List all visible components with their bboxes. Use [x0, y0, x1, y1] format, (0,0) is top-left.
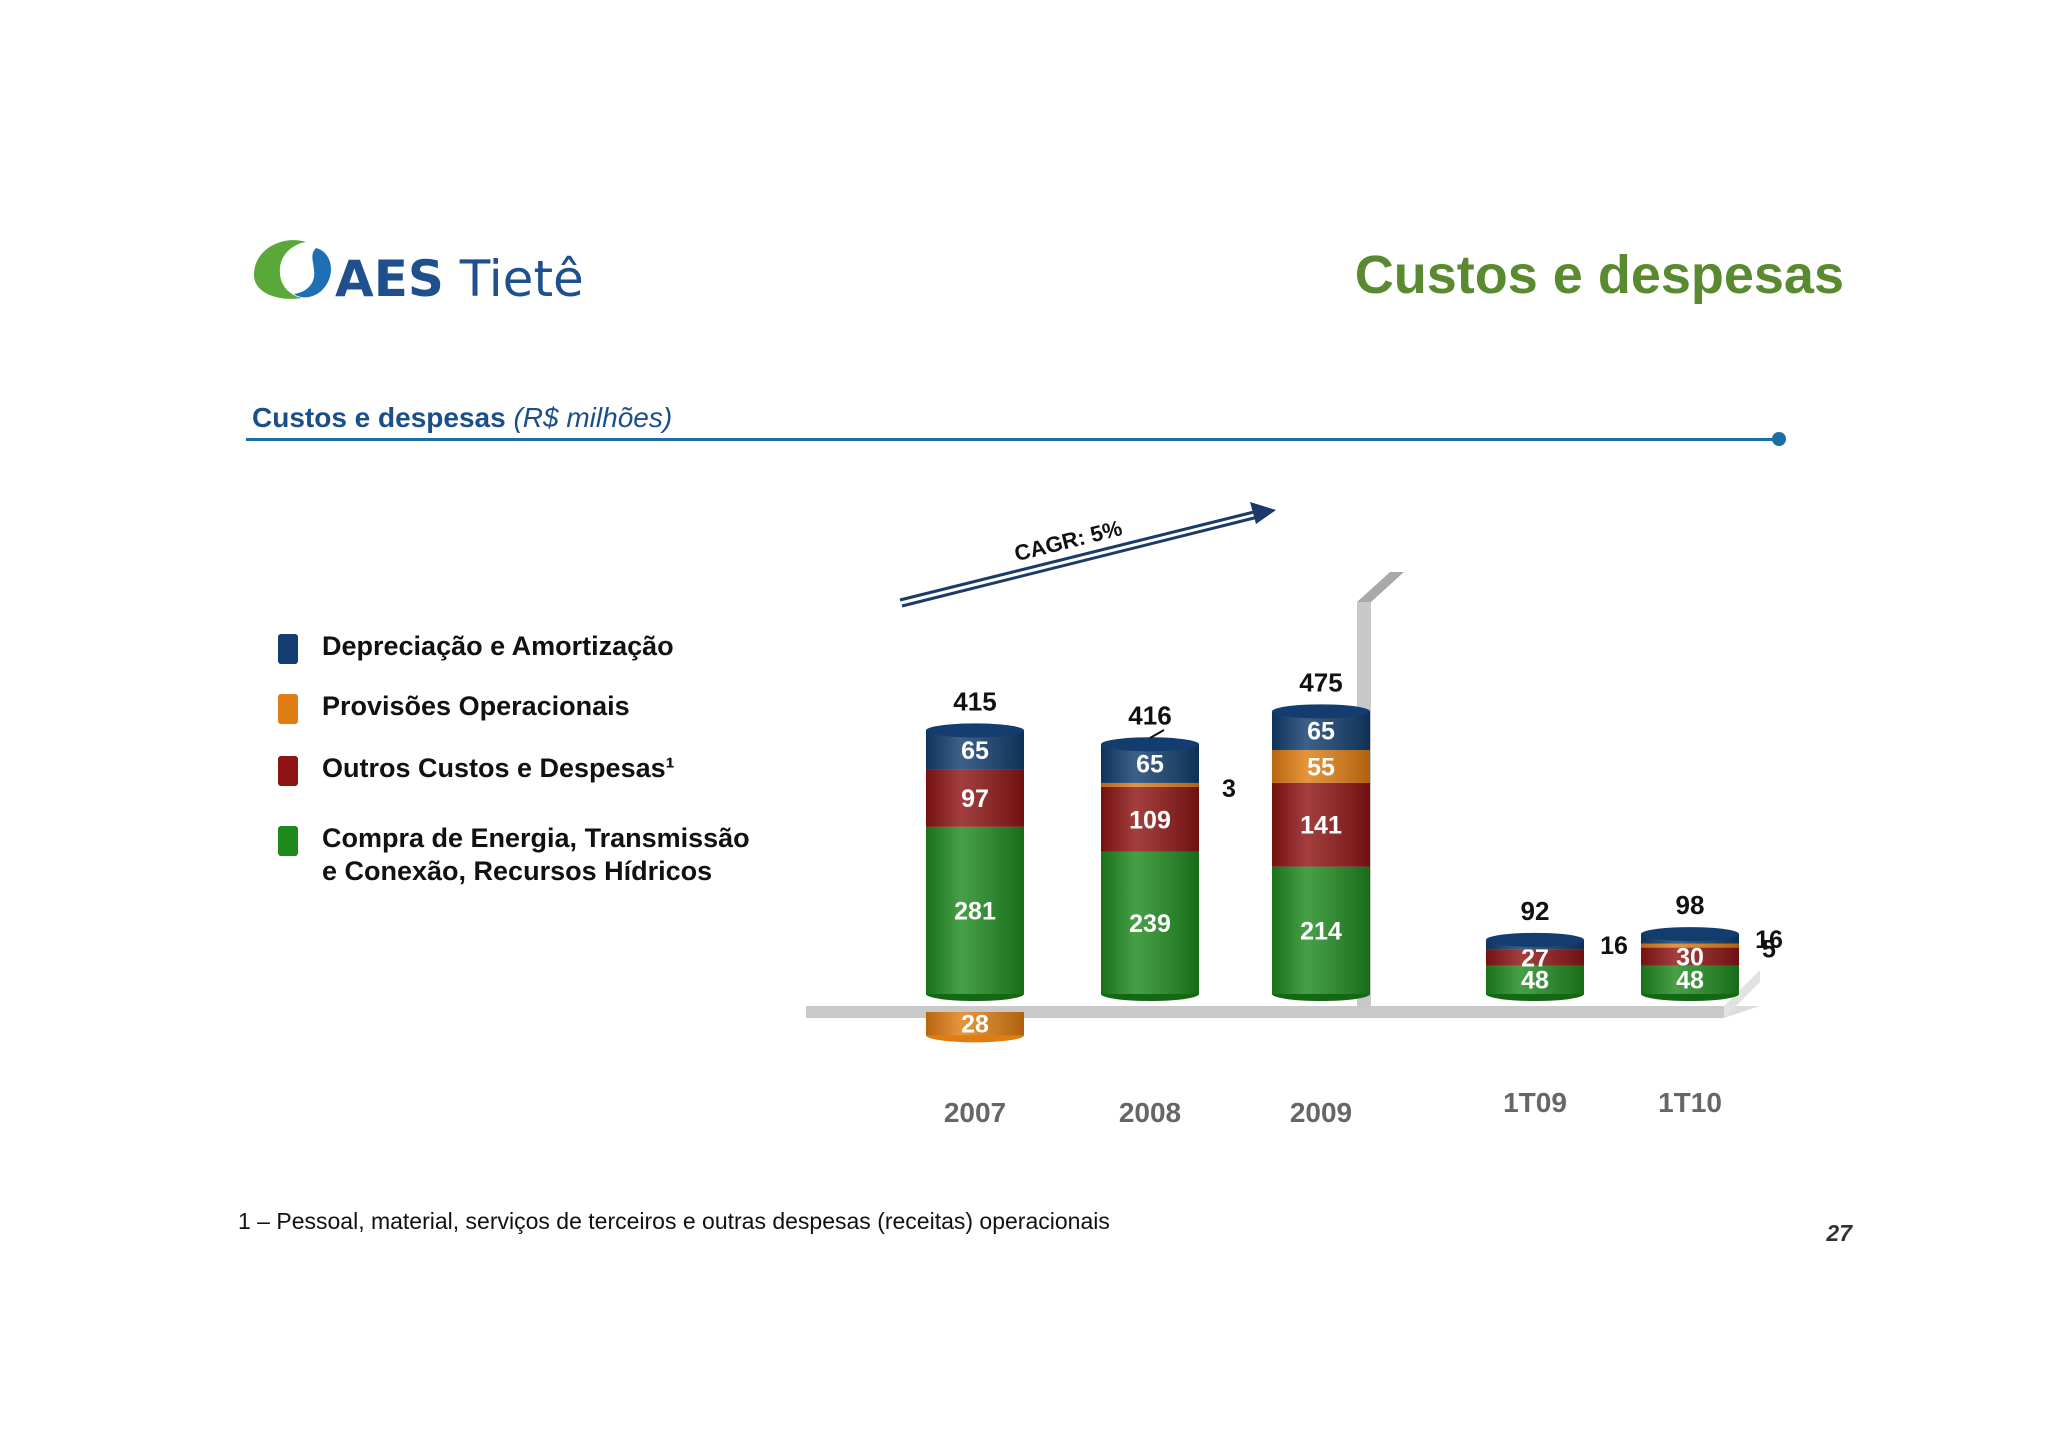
chart-floor: [806, 1006, 1724, 1018]
bar-shade: [926, 1012, 1024, 1036]
legend-swatch-compra-energia: [278, 826, 298, 856]
aes-logo-icon: [254, 240, 331, 299]
section-unit: (R$ milhões): [513, 402, 673, 433]
legend-swatch-provisoes: [278, 694, 298, 724]
footnote: 1 – Pessoal, material, serviços de terce…: [238, 1208, 1110, 1234]
bar-segment-label: 48: [1676, 967, 1704, 995]
cagr-arrow-line: [901, 514, 1263, 608]
bar-segment-label-callout: 16: [1755, 926, 1783, 954]
bar-segment-label: 109: [1129, 806, 1171, 834]
bar-segment-label: 65: [1136, 751, 1164, 779]
bar-shade: [1101, 782, 1199, 787]
bar-shade: [1101, 851, 1199, 994]
legend-label-line1: Compra de Energia, Transmissão: [322, 823, 750, 853]
bar-segment-label: 239: [1129, 910, 1171, 938]
bar-segment-label: 65: [1307, 718, 1335, 746]
page-title: Custos e despesas: [1354, 245, 1844, 305]
cagr-arrow-line: [899, 508, 1263, 602]
bar-group: 2819728654152007239109365416200821414155…: [926, 667, 1783, 1128]
x-tick-label: 1T10: [1658, 1087, 1722, 1118]
cagr-arrow-head: [1250, 502, 1276, 524]
period-separator-top: [1357, 572, 1404, 602]
bar-shade: [1641, 943, 1739, 948]
company-logo-text: AES Tietê: [335, 250, 584, 308]
bar-shade: [926, 826, 1024, 994]
bar-segment-label: 55: [1307, 753, 1335, 781]
bar-top-cap: [1486, 932, 1584, 947]
bar-total-label: 475: [1299, 667, 1342, 697]
legend-label: Depreciação e Amortização: [322, 631, 674, 661]
bar-segment-label-callout: 5: [1762, 936, 1776, 964]
legend-swatch-depreciacao: [278, 634, 298, 664]
x-tick-label: 2007: [944, 1097, 1006, 1128]
x-tick-label: 1T09: [1503, 1087, 1567, 1118]
bar-top-cap: [926, 723, 1024, 738]
x-tick-label: 2009: [1290, 1097, 1352, 1128]
bar-top-cap: [1641, 927, 1739, 942]
page-number: 27: [1826, 1220, 1852, 1246]
section-title: Custos e despesas (R$ milhões): [252, 402, 672, 434]
callout-line-3: [1149, 729, 1165, 739]
bar-segment-label-callout: 16: [1600, 932, 1628, 960]
bar-segment-label: 30: [1676, 944, 1704, 972]
bar-shade: [1272, 866, 1370, 994]
x-tick-label: 2008: [1119, 1097, 1181, 1128]
section-divider-dot: [1772, 432, 1786, 446]
bar-shade: [926, 769, 1024, 827]
bar-total-label: 92: [1521, 896, 1550, 926]
legend-swatch-outros: [278, 756, 298, 786]
section-divider: [246, 438, 1782, 441]
bar-shade: [1272, 750, 1370, 783]
legend-label: Provisões Operacionais: [322, 691, 630, 721]
bar-shade: [1641, 947, 1739, 966]
section-title-text: Custos e despesas: [252, 402, 506, 433]
bar-segment-label: 97: [961, 785, 989, 813]
legend-label: Compra de Energia, Transmissão e Conexão…: [322, 822, 750, 888]
bar-segment-label-callout: 3: [1222, 775, 1236, 803]
legend-label-line2: e Conexão, Recursos Hídricos: [322, 856, 713, 886]
bar-shade: [1486, 949, 1584, 966]
bar-segment-label: 281: [954, 897, 996, 925]
bar-segment-label: 214: [1300, 917, 1342, 945]
bar-segment-label: 28: [961, 1011, 989, 1039]
bar-total-label: 416: [1128, 700, 1171, 730]
bar-segment-label: 65: [961, 737, 989, 765]
bar-total-label: 415: [953, 686, 996, 716]
bar-shade: [1641, 965, 1739, 994]
bar-segment-label: 48: [1521, 967, 1549, 995]
bar-total-label: 98: [1676, 890, 1705, 920]
bar-top-cap: [1101, 737, 1199, 752]
bar-segment-label: 141: [1300, 812, 1342, 840]
bar-shade: [1272, 782, 1370, 867]
bar-shade: [1101, 786, 1199, 852]
bar-shade: [1486, 965, 1584, 994]
bar-top-cap: [1272, 704, 1370, 719]
chart-floor-edge: [1724, 970, 1760, 1018]
legend-label: Outros Custos e Despesas¹: [322, 753, 675, 783]
